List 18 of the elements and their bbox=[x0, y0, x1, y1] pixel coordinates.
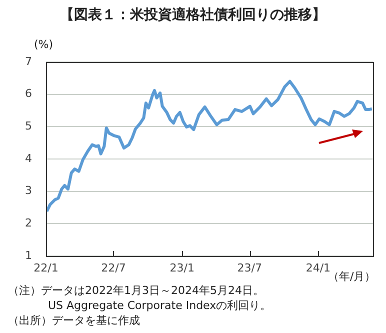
text: （出所）データを基に作成 bbox=[8, 313, 141, 328]
y-axis-title: (%) bbox=[34, 38, 54, 51]
x-tick-label: 22/7 bbox=[101, 261, 126, 274]
text: （注）データは2022年1月3日～2024年5月24日。 bbox=[8, 283, 265, 298]
x-tick-label: 23/1 bbox=[170, 261, 194, 274]
y-tick-label: 6 bbox=[25, 87, 32, 100]
x-tick-label: 23/7 bbox=[237, 261, 262, 274]
text: US Aggregate Corporate Indexの利回り。 bbox=[47, 298, 272, 313]
y-tick-label: 1 bbox=[25, 248, 32, 262]
x-axis-title: （年/月） bbox=[328, 270, 376, 284]
y-tick-label: 3 bbox=[25, 184, 32, 198]
chart-title: 【図表１：米投資適格社債利回りの推移】 bbox=[59, 6, 327, 24]
y-tick-label: 5 bbox=[25, 120, 32, 133]
y-tick-label: 7 bbox=[25, 54, 32, 68]
x-tick-label: 22/1 bbox=[34, 261, 58, 274]
y-tick-label: 2 bbox=[25, 216, 32, 230]
x-tick-label: 24/1 bbox=[306, 261, 331, 274]
y-tick-label: 4 bbox=[25, 152, 32, 165]
